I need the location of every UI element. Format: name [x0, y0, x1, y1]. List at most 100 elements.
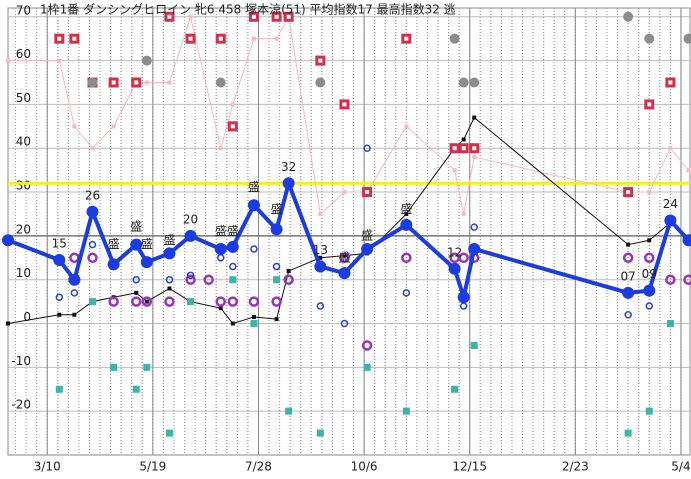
point — [404, 124, 409, 129]
point — [132, 385, 140, 393]
point — [6, 58, 10, 63]
point — [247, 199, 260, 212]
point — [132, 275, 141, 284]
point — [229, 262, 237, 271]
x-tick-label: 5/4 — [671, 460, 690, 474]
point — [188, 14, 193, 19]
point — [342, 253, 347, 258]
point — [683, 33, 691, 44]
point — [88, 240, 97, 249]
point — [111, 124, 116, 129]
point — [461, 137, 466, 142]
point — [448, 262, 461, 275]
annotation: 盛 — [130, 219, 142, 234]
point — [449, 33, 460, 44]
point — [250, 320, 258, 328]
point — [141, 296, 153, 307]
point — [144, 299, 149, 304]
point — [664, 214, 677, 227]
annotation: 盛 — [215, 223, 227, 238]
point — [2, 234, 14, 247]
point — [470, 341, 478, 349]
y-tick-label: 30 — [16, 179, 31, 193]
point — [402, 407, 410, 415]
point — [402, 289, 411, 297]
point — [342, 190, 347, 195]
annotation: 盛 — [248, 179, 260, 194]
point — [214, 243, 227, 256]
point-inner — [647, 102, 652, 107]
point-inner — [318, 58, 323, 63]
data-label: 32 — [281, 160, 296, 174]
point-inner — [188, 36, 193, 41]
point — [218, 306, 223, 311]
point — [218, 146, 223, 151]
plot-area — [7, 7, 691, 456]
point — [363, 144, 371, 152]
point — [165, 429, 173, 437]
point — [57, 312, 62, 317]
chart-title: 1枠1番 ダンシングヒロイン 牝6 458 塚本涼(51) 平均指数17 最高指… — [40, 2, 456, 17]
point — [143, 363, 151, 371]
point — [361, 243, 374, 256]
point-inner — [452, 146, 457, 151]
x-tick-label: 10/6 — [351, 460, 378, 474]
y-tick-label: 0 — [23, 310, 31, 324]
point — [458, 252, 469, 264]
x-tick-label: 2/23 — [562, 460, 589, 474]
point — [314, 260, 327, 273]
point — [339, 252, 350, 264]
y-tick-label: 40 — [16, 135, 31, 149]
point — [87, 77, 98, 88]
point — [645, 407, 653, 415]
y-tick-label: -10 — [11, 354, 31, 368]
point — [131, 296, 142, 307]
point-inner — [57, 36, 62, 41]
point-inner — [72, 36, 77, 41]
y-tick-label: 70 — [16, 3, 31, 17]
data-label: 09 — [642, 267, 657, 281]
data-label: 07 — [620, 269, 635, 283]
point-inner — [111, 80, 116, 85]
point-inner — [626, 190, 631, 195]
point — [108, 296, 119, 307]
point — [668, 146, 673, 151]
point — [470, 223, 478, 231]
point — [72, 312, 77, 317]
point — [647, 190, 652, 195]
x-tick-label: 5/19 — [139, 460, 166, 474]
point — [285, 407, 293, 415]
point — [90, 146, 95, 151]
point — [401, 252, 412, 264]
point — [227, 296, 239, 307]
point — [141, 55, 152, 66]
point — [164, 296, 175, 307]
point — [55, 293, 64, 301]
data-label: 15 — [52, 236, 67, 250]
point — [185, 274, 196, 285]
point — [451, 385, 459, 393]
point — [167, 286, 172, 291]
data-label: 24 — [663, 197, 678, 211]
point-inner — [404, 36, 409, 41]
y-tick-label: 60 — [16, 47, 31, 61]
point — [72, 124, 77, 129]
point — [361, 340, 373, 351]
point — [683, 274, 691, 285]
point — [686, 168, 691, 173]
point — [452, 168, 457, 173]
point — [271, 296, 282, 307]
point — [251, 36, 256, 41]
point — [338, 267, 351, 280]
point-inner — [134, 80, 139, 85]
point — [643, 284, 656, 297]
point — [665, 274, 676, 285]
data-label: 20 — [183, 212, 198, 226]
annotation: 盛 — [361, 227, 373, 242]
point — [461, 211, 466, 216]
point — [666, 320, 674, 328]
point-inner — [274, 14, 279, 19]
point — [251, 314, 256, 319]
point — [134, 290, 139, 295]
point — [107, 258, 120, 271]
